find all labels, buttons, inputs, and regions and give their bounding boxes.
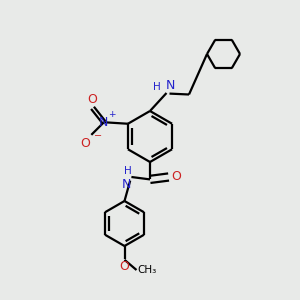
Text: O: O: [120, 260, 129, 273]
Text: N: N: [122, 178, 131, 191]
Text: O: O: [171, 170, 181, 184]
Text: O: O: [80, 137, 90, 150]
Text: N: N: [165, 80, 175, 92]
Text: H: H: [124, 166, 131, 176]
Text: −: −: [94, 131, 102, 141]
Text: +: +: [108, 110, 116, 118]
Text: O: O: [87, 93, 97, 106]
Text: N: N: [99, 116, 109, 129]
Text: CH₃: CH₃: [138, 265, 157, 275]
Text: H: H: [153, 82, 161, 92]
